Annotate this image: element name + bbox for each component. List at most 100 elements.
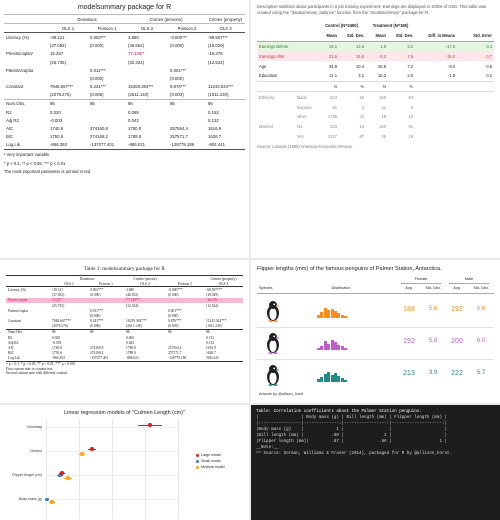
text-line: |:----------------|--------------:|-----…	[256, 422, 447, 426]
table-cell: 9.876***	[170, 84, 186, 90]
table-cell: 0.001***	[170, 67, 186, 73]
value-male-sd: 6.6	[476, 306, 486, 312]
coef-row: (0.000) (0.000)	[6, 313, 243, 318]
table-cell	[168, 108, 206, 116]
table-cell: 8.241***	[90, 84, 106, 90]
table-cell	[168, 50, 206, 58]
histogram-bar	[333, 342, 337, 350]
table-cell: 87	[359, 133, 364, 139]
group-header: Crimes (property)	[206, 15, 246, 25]
table-cell: 15.257	[50, 51, 64, 57]
table-cell: Earnings Before	[257, 41, 295, 52]
table-cell	[257, 132, 295, 142]
table-cell: (46.552)	[126, 293, 139, 298]
cat-row: Yes 2157 87 35 19	[257, 132, 494, 142]
table-cell: (2078.276)	[52, 324, 68, 329]
penguin-illustration-icon	[263, 332, 283, 354]
table-cell: -137077.401	[88, 355, 124, 362]
table-cell	[168, 116, 206, 124]
col-header: Std. Dev.	[473, 286, 489, 290]
table-cell: 1626.7	[208, 134, 222, 140]
table-cell: -804.441	[204, 355, 243, 362]
table-cell: 0.003***	[90, 287, 104, 292]
table-cell: 3.2	[388, 41, 416, 52]
table-cell: 84	[408, 94, 414, 100]
histogram-bar	[340, 346, 344, 350]
histogram-bar	[330, 340, 334, 350]
table-cell: Priests/capita	[6, 297, 50, 303]
histogram-bar	[327, 310, 331, 318]
row-divider	[257, 327, 494, 328]
table-cell: Married	[259, 124, 273, 130]
value-male-sd: 6.0	[476, 338, 486, 344]
col-header: Avg.	[453, 286, 461, 290]
table-cell: 6.3	[366, 51, 388, 62]
numeric-row: Education 12.1 3.1 10.3 2.0 -1.8 0.2	[257, 71, 494, 81]
coef-row: Literacy (%) -39.121 0.003*** 3.680 -0.000**…	[6, 287, 243, 293]
histogram-bar	[317, 315, 320, 318]
table-cell: (25.735)	[52, 303, 65, 308]
term-label: Body mass (g)	[18, 497, 42, 501]
value-female-avg: 213	[403, 370, 415, 377]
table-cell: 1789.9	[126, 351, 136, 356]
table-cell	[457, 80, 495, 93]
estimate-point	[80, 452, 84, 456]
table-cell: 333	[330, 124, 337, 130]
table-cell: Num.Obs.	[4, 98, 48, 109]
stat-row: BIC 1750.6 274168.2 1789.9 257571.7 1626.7	[4, 133, 245, 141]
group-header-male: Male	[464, 277, 474, 281]
table-cell: -39.121	[52, 287, 64, 292]
table-cell	[126, 66, 168, 74]
text-line: |Body mass (g) | 1 | | |	[256, 428, 447, 432]
balance-panel: Descriptive statistics about participant…	[251, 0, 500, 258]
table-cell: 624	[330, 94, 337, 100]
table-cell: 86	[124, 328, 166, 336]
estimate-point	[60, 471, 64, 475]
estimate-point	[50, 500, 54, 504]
latex-table: Donations Crimes (person) Crimes (proper…	[6, 275, 243, 362]
table-cell	[4, 91, 48, 100]
table-cell: 12.1	[329, 73, 337, 79]
table-cell: 0.2	[486, 73, 493, 79]
table-cell	[88, 297, 124, 303]
table-cell: 7948.667***	[52, 319, 71, 324]
coef-row: (25.735) (32.334) (12.522)	[6, 303, 243, 308]
group-header: Treatment (N=185)	[372, 23, 409, 29]
table-cell	[257, 80, 295, 93]
cat-row: hispanic 81 3 11 6	[257, 102, 494, 112]
table-cell	[295, 80, 317, 93]
table-cell: Num.Obs.	[6, 328, 50, 336]
table-cell: 0.7	[457, 51, 495, 62]
artwork-credit: Artwork by @allison_horst	[259, 392, 304, 396]
table-cell: -804.441	[206, 140, 246, 150]
table-cell: 35	[381, 133, 386, 139]
table-cell: 3.680	[128, 34, 139, 40]
table-note: * p < 0.1, ** p < 0.05, *** p < 0.01	[4, 160, 66, 166]
table-cell: 1780.0	[126, 346, 136, 351]
latex-caption: Table 1: modelsummary package for R	[84, 266, 165, 272]
table-cell: -16.376	[208, 51, 223, 57]
histogram-bar	[323, 308, 327, 318]
coefplot-panel: Linear regression models of "Culmen Leng…	[0, 405, 249, 520]
table-cell: 0.011***	[90, 308, 104, 313]
table-cell	[295, 71, 317, 81]
col-header: Distribution	[331, 286, 351, 290]
table-cell: 1740.8	[50, 126, 64, 132]
cat-header-row: N% N%	[257, 80, 495, 93]
table-cell: 1789.9	[128, 134, 142, 140]
cat-row: Married No 333 13 150 81	[257, 122, 494, 132]
table-cell	[166, 297, 204, 303]
coef-row: Patents/capita 0.011*** 0.001***	[4, 66, 245, 74]
table-cell: -128779.186	[168, 140, 207, 150]
table-cell: Education	[259, 73, 278, 79]
table-cell: (1011.240)	[206, 324, 222, 329]
coef-row: (2078.276) (0.006) (2611.140) (0.003) (1011.…	[4, 91, 245, 100]
estimate-point	[148, 423, 152, 427]
table-cell: 81	[408, 124, 414, 130]
table-cell: 34.9	[329, 63, 337, 69]
table-cell: -9.0	[447, 63, 456, 69]
coefplot-title: Linear regression models of "Culmen Leng…	[64, 410, 185, 416]
legend-swatch	[196, 459, 199, 463]
table-cell: 25	[359, 94, 364, 100]
group-header: Crimes (persons)	[126, 15, 207, 25]
